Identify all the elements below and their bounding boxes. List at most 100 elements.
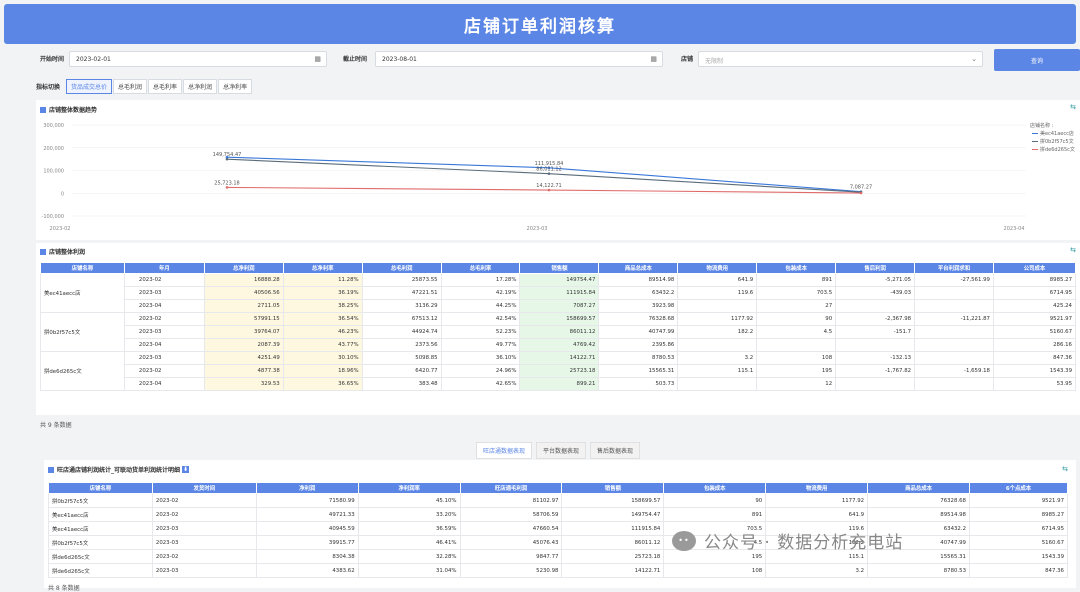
start-date-input[interactable]: 2023-02-01 ▦ xyxy=(69,51,327,67)
table-cell: 2023-02 xyxy=(123,312,205,326)
table-row: 2023-02 4877.38 18.96% 6420.77 24.96% 25723.1… xyxy=(41,364,1077,378)
data-point[interactable] xyxy=(547,188,551,192)
overall-header[interactable]: 店铺名称 xyxy=(40,262,125,274)
data-point[interactable] xyxy=(225,155,229,159)
overall-header[interactable]: 总净利率 xyxy=(282,262,363,274)
legend-title: 店铺名称 : xyxy=(1030,122,1054,129)
stats-header[interactable]: 物流费用 xyxy=(765,482,869,494)
legend-item[interactable]: 拼0b2f57c5文 xyxy=(1040,138,1074,145)
calendar-icon: ▦ xyxy=(650,55,657,63)
data-point[interactable] xyxy=(225,157,229,161)
section-icon xyxy=(48,466,54,473)
stats-header[interactable]: 店铺名称 xyxy=(48,482,153,494)
table-cell: 5160.67 xyxy=(992,325,1077,339)
table-cell: 703.5 xyxy=(756,286,837,300)
table-row: 2023-04 2711.05 38.25% 3136.29 44.25% 7087.27… xyxy=(41,299,1077,313)
data-label: 7,087.27 xyxy=(850,185,872,191)
table-cell: 2023-02 xyxy=(151,549,257,564)
overall-header[interactable]: 物流费用 xyxy=(677,262,758,274)
stats-header[interactable]: 商品总成本 xyxy=(867,482,970,494)
table-cell: 40945.59 xyxy=(255,521,359,536)
tab-goods-total[interactable]: 货品成交总价 xyxy=(66,78,113,94)
table-cell: 89514.98 xyxy=(867,507,970,522)
y-tick-label: 100,000 xyxy=(43,169,64,175)
tab-net-margin[interactable]: 总净利率 xyxy=(218,78,253,94)
overall-header[interactable]: 总净利润 xyxy=(203,262,284,274)
table-row: 美ec41aecc店 2023-02 16888.28 11.28% 25873.55 1… xyxy=(40,273,1077,313)
stats-header[interactable]: 包装成本 xyxy=(663,482,767,494)
stats-header[interactable]: 旺店通毛利润 xyxy=(459,482,563,494)
table-cell: 30.10% xyxy=(282,351,363,365)
tab-gross-profit[interactable]: 总毛利润 xyxy=(113,78,148,94)
overall-header[interactable]: 总毛利率 xyxy=(440,262,521,274)
table-cell: 2023-04 xyxy=(123,299,205,313)
table-cell: 36.65% xyxy=(282,377,363,391)
table-cell: 3.2 xyxy=(677,351,758,365)
data-label: 25,723.18 xyxy=(214,180,239,186)
page-header: 店铺订单利润核算 xyxy=(4,4,1076,44)
query-button[interactable]: 查询 xyxy=(994,49,1080,71)
overall-header[interactable]: 商品总成本 xyxy=(598,262,679,274)
table-cell: 149754.47 xyxy=(561,507,665,522)
data-point[interactable] xyxy=(859,191,863,195)
table-cell: 45.10% xyxy=(357,493,461,508)
overall-header[interactable]: 销售额 xyxy=(519,262,600,274)
refresh-icon[interactable]: ⇆ xyxy=(1070,103,1076,111)
start-date-label: 开始时间 xyxy=(40,56,65,63)
tab-net-profit[interactable]: 总净利润 xyxy=(183,78,218,94)
table-cell: 42.65% xyxy=(440,377,521,391)
overall-header[interactable]: 包装成本 xyxy=(756,262,837,274)
table-cell xyxy=(677,299,758,313)
wechat-icon: •• xyxy=(672,530,696,551)
table-cell: 2023-03 xyxy=(151,535,257,550)
end-date-input[interactable]: 2023-08-01 ▦ xyxy=(375,51,663,67)
table-cell xyxy=(914,377,994,391)
refresh-icon[interactable]: ⇆ xyxy=(1070,246,1076,254)
stats-header[interactable]: 6个点成本 xyxy=(969,482,1068,494)
overall-header[interactable]: 总毛利润 xyxy=(361,262,442,274)
table-cell: 4769.42 xyxy=(519,338,600,352)
overall-header[interactable]: 售后利润 xyxy=(835,262,916,274)
stats-header[interactable]: 发货时间 xyxy=(151,482,257,494)
data-label: 86,011.12 xyxy=(536,167,561,173)
table-cell: 329.53 xyxy=(203,377,284,391)
overall-header[interactable]: 年月 xyxy=(123,262,205,274)
table-cell: 76328.68 xyxy=(598,312,679,326)
data-point[interactable] xyxy=(225,186,229,189)
table-cell: -27,561.99 xyxy=(914,273,994,287)
tab-aftersale-data[interactable]: 售后数据表现 xyxy=(590,442,641,459)
table-row: 2023-03 39764.07 46.23% 44924.74 52.23% 86011… xyxy=(41,325,1077,339)
table-cell: 1177.92 xyxy=(765,493,869,508)
table-cell: -151.7 xyxy=(835,325,916,339)
table-cell: 1543.39 xyxy=(969,549,1068,564)
stats-header[interactable]: 销售额 xyxy=(561,482,665,494)
overall-header[interactable]: 平台利润求和 xyxy=(914,262,994,274)
table-cell: 4.5 xyxy=(756,325,837,339)
store-select[interactable]: 无限制 ⌄ xyxy=(698,51,983,67)
overall-header[interactable]: 公司成本 xyxy=(992,262,1077,274)
tab-platform-data[interactable]: 平台数据表现 xyxy=(536,442,587,459)
table-cell: 6714.95 xyxy=(969,521,1068,536)
overall-count: 共 9 条数据 xyxy=(40,422,72,429)
store-name-cell: 美ec41aecc店 xyxy=(40,273,125,313)
legend-item[interactable]: 美ec41aecc店 xyxy=(1040,130,1074,137)
data-point[interactable] xyxy=(547,172,551,175)
data-label: 14,122.71 xyxy=(536,183,561,189)
table-cell: 891 xyxy=(663,507,767,522)
refresh-icon[interactable]: ⇆ xyxy=(1062,465,1068,473)
table-cell: 2023-03 xyxy=(123,286,205,300)
legend-item[interactable]: 拼de6d265c文 xyxy=(1040,146,1075,153)
y-tick-label: 0 xyxy=(61,191,64,197)
stats-header[interactable]: 净利润率 xyxy=(357,482,461,494)
table-cell: 5230.98 xyxy=(459,563,563,578)
data-point[interactable] xyxy=(547,166,551,170)
table-cell: 6714.95 xyxy=(992,286,1077,300)
table-cell: 39764.07 xyxy=(203,325,284,339)
tab-gross-margin[interactable]: 总毛利率 xyxy=(148,78,183,94)
tab-wdt-data[interactable]: 旺店通数据表现 xyxy=(476,442,533,459)
stats-table: 店铺名称 发货时间 净利润 净利润率 旺店通毛利润 销售额 包装成本 物流费用 商品总成本 6个点… xyxy=(48,482,1068,578)
drill-icon[interactable]: ⬇ xyxy=(182,466,190,473)
y-tick-label: 200,000 xyxy=(43,146,64,152)
table-cell: -5,271.05 xyxy=(835,273,916,287)
stats-header[interactable]: 净利润 xyxy=(255,482,359,494)
